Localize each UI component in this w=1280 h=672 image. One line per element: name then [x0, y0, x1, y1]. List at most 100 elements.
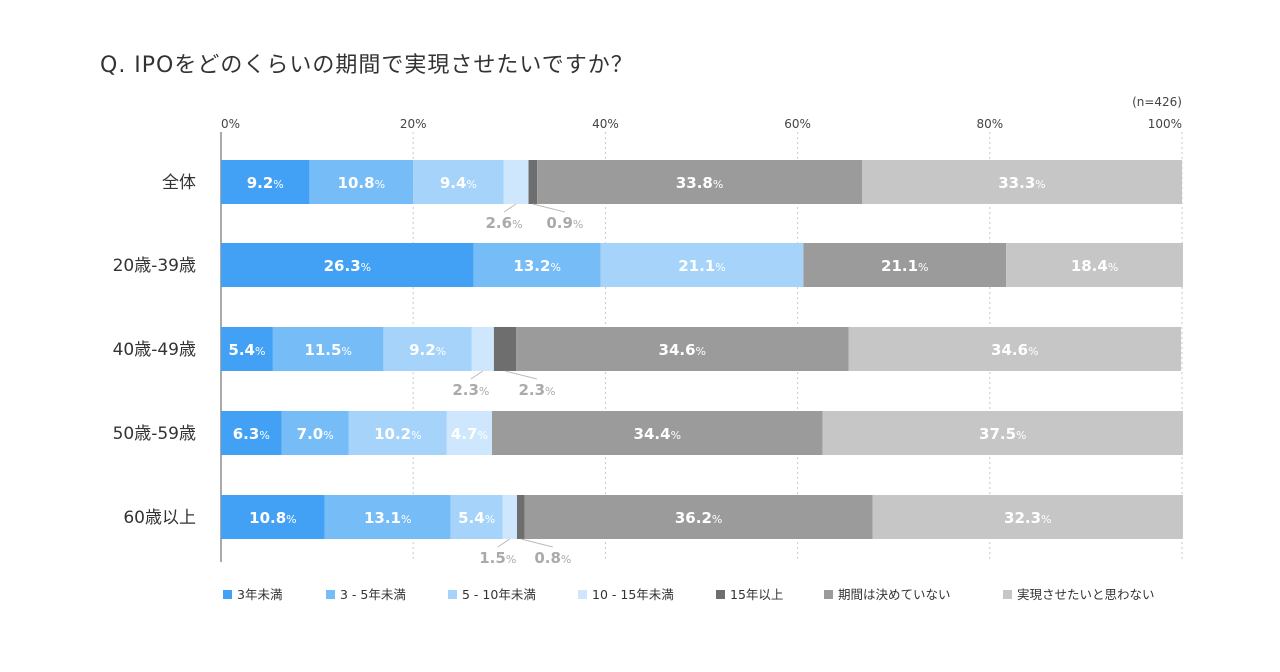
- legend-swatch: [223, 590, 232, 599]
- bar-segment: [516, 327, 849, 371]
- legend-swatch: [578, 590, 587, 599]
- leader-line: [497, 538, 511, 548]
- category-labels: 全体 20歳-39歳 40歳-49歳 50歳-59歳 60歳以上: [113, 173, 196, 528]
- data-label: 33.3%: [998, 174, 1045, 192]
- legend-swatch: [1003, 590, 1012, 599]
- legend-label: 5 - 10年未満: [462, 587, 536, 602]
- bar-segment: [221, 411, 282, 455]
- bar-segment: [503, 160, 529, 204]
- legend-label: 15年以上: [730, 587, 783, 602]
- leader-line: [504, 370, 538, 380]
- bar-segment: [872, 495, 1183, 539]
- bar-segment: [221, 160, 310, 204]
- legend-item: 10 - 15年未満: [578, 587, 674, 602]
- x-tick-label: 80%: [976, 117, 1003, 131]
- data-label: 34.6%: [659, 341, 706, 359]
- data-label: 5.4%: [228, 341, 265, 359]
- data-label: 2.3%: [518, 381, 555, 399]
- leader-line: [503, 203, 517, 213]
- data-label: 21.1%: [881, 257, 928, 275]
- leader-line: [470, 370, 484, 380]
- bars: 9.2% 10.8% 9.4% 2.6% 0.9% 33.8% 33.3% 26.3% 13.2…: [221, 160, 1183, 567]
- bar-segment: [492, 411, 823, 455]
- data-label: 4.7%: [451, 425, 488, 443]
- bar-segment: [221, 243, 474, 287]
- legend-label: 3年未満: [237, 587, 282, 602]
- legend-item: 期間は決めていない: [824, 587, 951, 602]
- bar-segment: [221, 495, 325, 539]
- bar-segment: [413, 160, 504, 204]
- x-tick-label: 0%: [221, 117, 240, 131]
- bar-segment: [473, 243, 601, 287]
- x-tick-label: 20%: [400, 117, 427, 131]
- bar-row: 9.2% 10.8% 9.4% 2.6% 0.9% 33.8% 33.3%: [221, 160, 1182, 232]
- bar-segment: [528, 160, 538, 204]
- legend-item: 15年以上: [716, 587, 783, 602]
- bar-segment: [272, 327, 384, 371]
- bar-segment: [524, 495, 873, 539]
- legend-label: 実現させたいと思わない: [1017, 587, 1155, 602]
- x-tick-label: 60%: [784, 117, 811, 131]
- data-label: 1.5%: [479, 549, 516, 567]
- bar-segment: [861, 160, 1182, 204]
- data-label: 34.4%: [634, 425, 681, 443]
- bar-row: 10.8% 13.1% 5.4% 1.5% 0.8% 36.2% 32.3%: [221, 495, 1183, 567]
- bar-segment: [516, 495, 525, 539]
- data-label: 5.4%: [458, 509, 495, 527]
- bar-segment: [348, 411, 447, 455]
- legend-label: 10 - 15年未満: [592, 587, 674, 602]
- bar-segment: [822, 411, 1183, 455]
- data-label: 13.2%: [513, 257, 560, 275]
- legend: 3年未満 3 - 5年未満 5 - 10年未満 10 - 15年未満 15年以上 期間は決…: [223, 587, 1155, 602]
- data-label: 18.4%: [1071, 257, 1118, 275]
- legend-label: 3 - 5年未満: [340, 587, 406, 602]
- legend-item: 3年未満: [223, 587, 282, 602]
- data-label: 0.9%: [546, 214, 583, 232]
- bar-row: 26.3% 13.2% 21.1% 21.1% 18.4%: [221, 243, 1183, 287]
- data-label: 7.0%: [297, 425, 334, 443]
- legend-item: 実現させたいと思わない: [1003, 587, 1155, 602]
- bar-segment: [600, 243, 804, 287]
- data-label: 9.2%: [247, 174, 284, 192]
- bar-segment: [537, 160, 862, 204]
- data-label: 21.1%: [678, 257, 725, 275]
- leader-line: [532, 203, 565, 213]
- bar-segment: [450, 495, 503, 539]
- category-label: 50歳-59歳: [113, 424, 196, 444]
- data-label: 2.6%: [486, 214, 523, 232]
- legend-swatch: [716, 590, 725, 599]
- bar-segment: [502, 495, 517, 539]
- data-label: 10.2%: [374, 425, 421, 443]
- bar-segment: [803, 243, 1007, 287]
- data-label: 2.3%: [452, 381, 489, 399]
- data-label: 33.8%: [676, 174, 723, 192]
- legend-swatch: [448, 590, 457, 599]
- bar-segment: [281, 411, 349, 455]
- legend-swatch: [824, 590, 833, 599]
- bar-segment: [383, 327, 472, 371]
- data-label: 0.8%: [534, 549, 571, 567]
- data-label: 26.3%: [324, 257, 371, 275]
- data-label: 13.1%: [364, 509, 411, 527]
- bar-segment: [1006, 243, 1183, 287]
- legend-item: 5 - 10年未満: [448, 587, 536, 602]
- category-label: 60歳以上: [123, 508, 196, 528]
- sample-size-note: (n=426): [1132, 95, 1182, 109]
- category-label: 20歳-39歳: [113, 256, 196, 276]
- data-label: 10.8%: [338, 174, 385, 192]
- data-label: 34.6%: [991, 341, 1038, 359]
- data-label: 10.8%: [249, 509, 296, 527]
- data-label: 6.3%: [233, 425, 270, 443]
- category-label: 40歳-49歳: [113, 340, 196, 360]
- bar-row: 5.4% 11.5% 9.2% 2.3% 2.3% 34.6% 34.6%: [221, 327, 1182, 399]
- data-label: 37.5%: [979, 425, 1026, 443]
- data-label: 32.3%: [1004, 509, 1051, 527]
- data-label: 11.5%: [304, 341, 351, 359]
- bar-row: 6.3% 7.0% 10.2% 4.7% 34.4% 37.5%: [221, 411, 1183, 455]
- bar-segment: [309, 160, 414, 204]
- chart-title: Q. IPOをどのくらいの期間で実現させたいですか？: [100, 53, 634, 78]
- bar-segment: [471, 327, 494, 371]
- bar-segment: [221, 327, 273, 371]
- x-tick-label: 100%: [1148, 117, 1182, 131]
